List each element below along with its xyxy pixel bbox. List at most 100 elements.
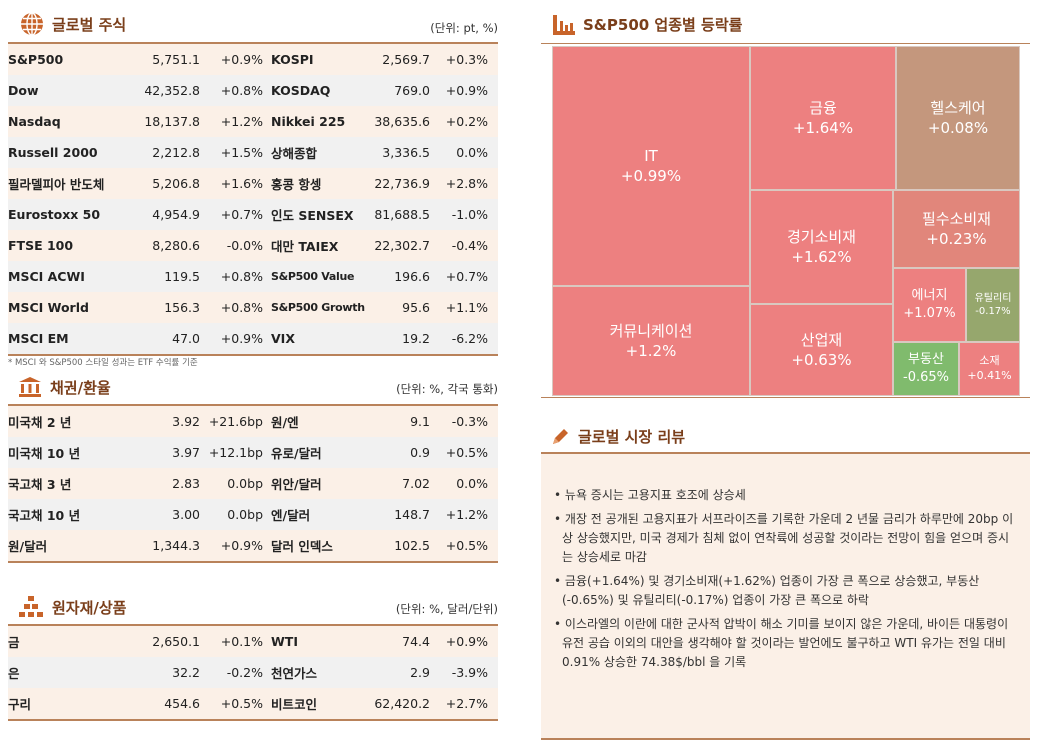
row-value: 3.00	[172, 507, 200, 522]
row-value: 454.6	[164, 696, 200, 711]
row-value: 3.92	[172, 414, 200, 429]
row-change: 0.0bp	[227, 507, 263, 522]
row-name-2: 상해종합	[271, 146, 318, 161]
row-change-2: +0.5%	[445, 445, 488, 460]
sector-name: IT	[644, 146, 658, 165]
row-name: MSCI World	[8, 300, 89, 315]
table-row: Eurostoxx 50 4,954.9 +0.7% 인도 SENSEX 81,688.…	[8, 199, 498, 230]
row-value-2: 2,569.7	[382, 52, 430, 67]
row-change-2: +1.1%	[445, 300, 488, 315]
row-change-2: -0.4%	[451, 238, 488, 253]
row-change-2: 0.0%	[456, 476, 488, 491]
sector-name: 에너지	[911, 288, 948, 304]
row-value: 2,650.1	[152, 634, 200, 649]
bonds-fx-unit: (단위: %, 각국 통화)	[396, 382, 498, 396]
row-value-2: 9.1	[410, 414, 430, 429]
row-name-2: 위안/달러	[271, 477, 322, 492]
row-change: +0.9%	[220, 538, 263, 553]
sector-change: +0.08%	[927, 119, 989, 137]
sector-name: 금융	[809, 98, 837, 117]
row-change-2: +0.7%	[445, 269, 488, 284]
row-name-2: 유로/달러	[271, 446, 322, 461]
sector-name: 부동산	[908, 352, 944, 368]
row-change: +0.7%	[220, 207, 263, 222]
row-change: +0.9%	[220, 331, 263, 346]
review-bullet: 금융(+1.64%) 및 경기소비재(+1.62%) 업종이 가장 큰 폭으로 …	[551, 572, 1020, 610]
table-row: 구리 454.6 +0.5% 비트코인 62,420.2 +2.7%	[8, 688, 498, 719]
row-name-2: Nikkei 225	[271, 114, 346, 129]
sector-change: +1.2%	[625, 342, 677, 360]
table-row: MSCI World 156.3 +0.8% S&P500 Growth 95.6 +1.…	[8, 292, 498, 323]
row-name: 금	[8, 635, 20, 650]
review-bullet: 이스라엘의 이란에 대한 군사적 압박이 해소 기미를 보이지 않은 가운데, …	[551, 615, 1020, 672]
row-change: +1.2%	[220, 114, 263, 129]
row-change: +0.8%	[220, 269, 263, 284]
row-value-2: 769.0	[394, 83, 430, 98]
sector-name: 유틸리티	[974, 292, 1012, 304]
globe-icon	[21, 12, 43, 36]
row-change-2: +1.2%	[445, 507, 488, 522]
row-change: +0.9%	[220, 52, 263, 67]
treemap-top-rule	[541, 43, 1030, 44]
table-row: 필라델피아 반도체 5,206.8 +1.6% 홍콩 항셍 22,736.9 +2.8%	[8, 168, 498, 199]
row-value: 119.5	[164, 269, 200, 284]
row-value-2: 196.6	[394, 269, 430, 284]
row-name: 국고채 10 년	[8, 508, 81, 523]
row-name-2: 비트코인	[271, 697, 318, 712]
row-change-2: +2.8%	[445, 176, 488, 191]
row-value: 32.2	[172, 665, 200, 680]
row-change: +21.6bp	[208, 414, 263, 429]
row-change-2: -3.9%	[451, 665, 488, 680]
row-value-2: 38,635.6	[374, 114, 430, 129]
row-value-2: 2.9	[410, 665, 430, 680]
row-value: 2.83	[172, 476, 200, 491]
row-value: 47.0	[172, 331, 200, 346]
review-bullet: 개장 전 공개된 고용지표가 서프라이즈를 기록한 가운데 2 년물 금리가 하…	[551, 510, 1020, 567]
row-value: 4,954.9	[152, 207, 200, 222]
row-value: 42,352.8	[144, 83, 200, 98]
row-name: 미국채 10 년	[8, 446, 81, 461]
sector-change: -0.65%	[903, 370, 949, 385]
row-value: 8,280.6	[152, 238, 200, 253]
row-value-2: 22,302.7	[374, 238, 430, 253]
row-name: MSCI ACWI	[8, 269, 85, 284]
bar-chart-icon	[553, 14, 575, 35]
row-name-2: WTI	[271, 634, 298, 649]
row-value-2: 62,420.2	[374, 696, 430, 711]
row-name-2: KOSDAQ	[271, 83, 331, 98]
global-stocks-title: 글로벌 주식	[20, 12, 126, 36]
table-row: 원/달러 1,344.3 +0.9% 달러 인덱스 102.5 +0.5%	[8, 530, 498, 561]
table-row: S&P500 5,751.1 +0.9% KOSPI 2,569.7 +0.3%	[8, 44, 498, 75]
sector-change: +1.62%	[791, 248, 852, 266]
row-value-2: 19.2	[402, 331, 430, 346]
row-name-2: 인도 SENSEX	[271, 208, 354, 223]
table-row: MSCI EM 47.0 +0.9% VIX 19.2 -6.2%	[8, 323, 498, 354]
row-name: Russell 2000	[8, 145, 98, 160]
market-review-box: 뉴욕 증시는 고용지표 호조에 상승세개장 전 공개된 고용지표가 서프라이즈를…	[541, 452, 1030, 740]
treemap-cell: 금융 +1.64%	[750, 46, 896, 190]
row-change: +1.5%	[220, 145, 263, 160]
row-change-2: +0.9%	[445, 83, 488, 98]
row-name: Nasdaq	[8, 114, 61, 129]
row-change-2: +0.5%	[445, 538, 488, 553]
row-name-2: 엔/달러	[271, 508, 311, 523]
table-row: MSCI ACWI 119.5 +0.8% S&P500 Value 196.6 +0.7…	[8, 261, 498, 292]
row-value: 5,206.8	[152, 176, 200, 191]
table-row: Russell 2000 2,212.8 +1.5% 상해종합 3,336.5 0.0%	[8, 137, 498, 168]
row-name-2: VIX	[271, 331, 295, 346]
sector-name: 필수소비재	[921, 209, 991, 228]
table-row: 국고채 3 년 2.83 0.0bp 위안/달러 7.02 0.0%	[8, 468, 498, 499]
row-name-2: S&P500 Growth	[271, 301, 365, 314]
row-name-2: KOSPI	[271, 52, 314, 67]
sector-change: +0.23%	[926, 230, 987, 248]
treemap-cell: IT +0.99%	[552, 46, 750, 286]
row-change-2: -6.2%	[451, 331, 488, 346]
row-name-2: 천연가스	[271, 666, 318, 681]
row-value-2: 3,336.5	[382, 145, 430, 160]
sector-name: 경기소비재	[786, 227, 856, 246]
row-value: 2,212.8	[152, 145, 200, 160]
row-value: 156.3	[164, 300, 200, 315]
row-change-2: +0.3%	[445, 52, 488, 67]
sector-change: +1.64%	[792, 119, 854, 137]
row-change: +0.8%	[220, 300, 263, 315]
